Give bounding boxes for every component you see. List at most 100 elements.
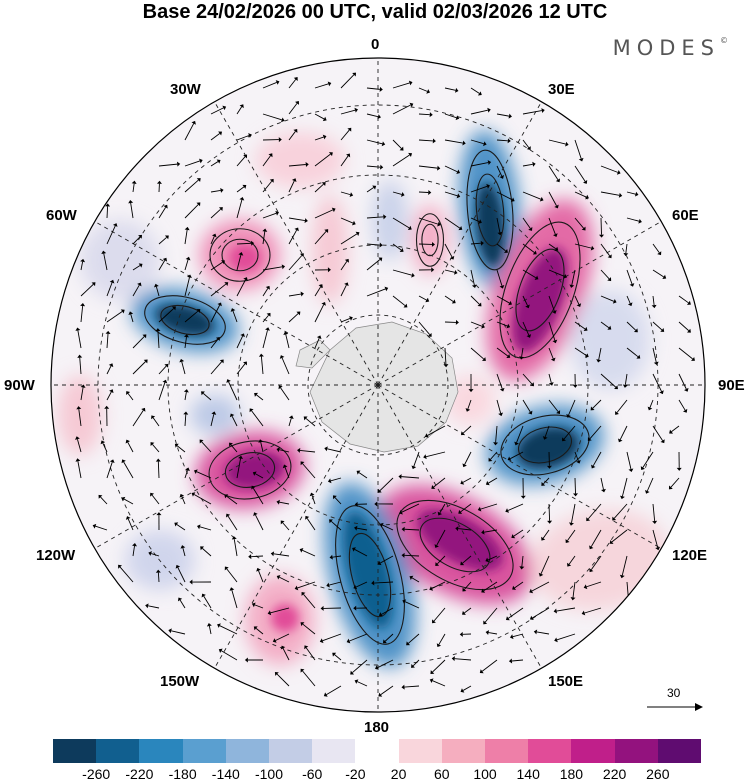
wind-vector [624, 373, 628, 385]
wind-vector [496, 217, 501, 233]
wind-vector [496, 321, 508, 327]
wind-vector [288, 79, 297, 89]
wind-arrowhead [229, 442, 233, 447]
wind-arrowhead [258, 353, 264, 357]
wind-arrowhead [409, 102, 414, 108]
wind-vector [600, 321, 610, 329]
wind-vector [510, 451, 524, 460]
modes-logo-text: MODES [612, 36, 720, 60]
wind-arrowhead [586, 517, 591, 522]
wind-arrowhead [565, 141, 569, 147]
wind-arrowhead [206, 623, 212, 627]
wind-arrowhead [270, 551, 275, 557]
wind-arrowhead [329, 554, 333, 560]
wind-arrowhead [601, 488, 606, 493]
colorbar-swatch [441, 739, 486, 763]
wind-arrowhead [528, 226, 533, 231]
wind-arrowhead [429, 678, 434, 683]
wind-arrowhead [265, 285, 270, 290]
wind-vector [392, 217, 410, 229]
wind-vector [275, 633, 290, 641]
wind-arrowhead [455, 319, 459, 325]
wind-vector [171, 630, 186, 635]
wind-vector [671, 425, 680, 433]
wind-arrowhead [301, 592, 306, 596]
wind-arrowhead [141, 407, 146, 412]
meridian-line [377, 101, 542, 386]
colorbar-swatch [269, 739, 313, 763]
wind-arrowhead [434, 544, 439, 548]
wind-arrowhead [346, 638, 351, 644]
wind-arrowhead [276, 575, 281, 580]
wind-vector [273, 553, 290, 557]
wind-arrowhead [465, 408, 471, 412]
wind-vector [340, 261, 348, 271]
wind-vector [568, 399, 576, 416]
wind-arrowhead [282, 464, 288, 469]
wind-vector [646, 477, 654, 492]
wind-arrowhead [283, 331, 289, 336]
wind-vector [158, 207, 166, 219]
wind-vector [522, 110, 542, 115]
wind-arrowhead [499, 284, 505, 289]
wind-arrowhead [356, 470, 361, 475]
wind-arrowhead [378, 612, 383, 617]
wind-arrowhead [399, 146, 404, 151]
wind-arrowhead [180, 545, 186, 549]
wind-arrowhead [344, 258, 349, 263]
wind-vector [481, 659, 498, 672]
wind-vector [236, 106, 243, 115]
wind-vector [132, 236, 141, 245]
wind-vector [349, 633, 368, 642]
wind-vector [507, 503, 524, 511]
wind-arrowhead [553, 608, 557, 614]
colorbar-swatch [657, 739, 702, 763]
wind-vector [236, 279, 246, 297]
wind-arrowhead [109, 279, 115, 284]
wind-vector [626, 581, 629, 598]
wind-arrowhead [451, 299, 456, 304]
wind-arrowhead [142, 334, 147, 339]
wind-arrowhead [384, 286, 389, 292]
wind-arrowhead [460, 480, 465, 485]
wind-vector [418, 113, 430, 116]
wind-arrowhead [344, 282, 349, 287]
wind-arrowhead [584, 353, 589, 358]
wind-arrowhead [436, 643, 442, 648]
wind-arrowhead [303, 416, 308, 421]
wind-vector [412, 659, 420, 667]
wind-vector [288, 293, 302, 297]
wind-vector [626, 191, 636, 195]
wind-vector [418, 217, 439, 225]
wind-vector [366, 187, 374, 193]
wind-arrowhead [175, 564, 181, 569]
wind-arrowhead [660, 439, 665, 444]
wind-arrowhead [184, 226, 190, 231]
wind-arrowhead [199, 158, 203, 164]
wind-arrowhead [526, 146, 531, 151]
wind-vector [157, 331, 160, 349]
contour-line [475, 173, 505, 247]
anomaly-core [229, 244, 261, 272]
wind-vector [418, 321, 431, 335]
wind-arrowhead [121, 496, 126, 502]
wind-arrowhead [612, 298, 617, 304]
wind-vector [334, 497, 342, 505]
wind-vector [148, 605, 160, 609]
wind-vector [236, 186, 245, 193]
wind-vector [366, 139, 383, 145]
wind-arrowhead [349, 316, 353, 321]
wind-vector [106, 225, 116, 245]
wind-vector [262, 266, 283, 271]
wind-vector [548, 373, 552, 383]
reference-arrow-icon [647, 703, 703, 711]
polar-stereographic-map [50, 57, 706, 713]
wind-vector [132, 183, 135, 193]
wind-arrowhead [305, 515, 310, 520]
colorbar-swatch [485, 739, 529, 763]
wind-arrowhead [486, 183, 490, 189]
wind-vector [392, 191, 402, 195]
wind-vector [548, 165, 559, 180]
wind-arrowhead [380, 164, 384, 170]
wind-vector [80, 305, 84, 323]
